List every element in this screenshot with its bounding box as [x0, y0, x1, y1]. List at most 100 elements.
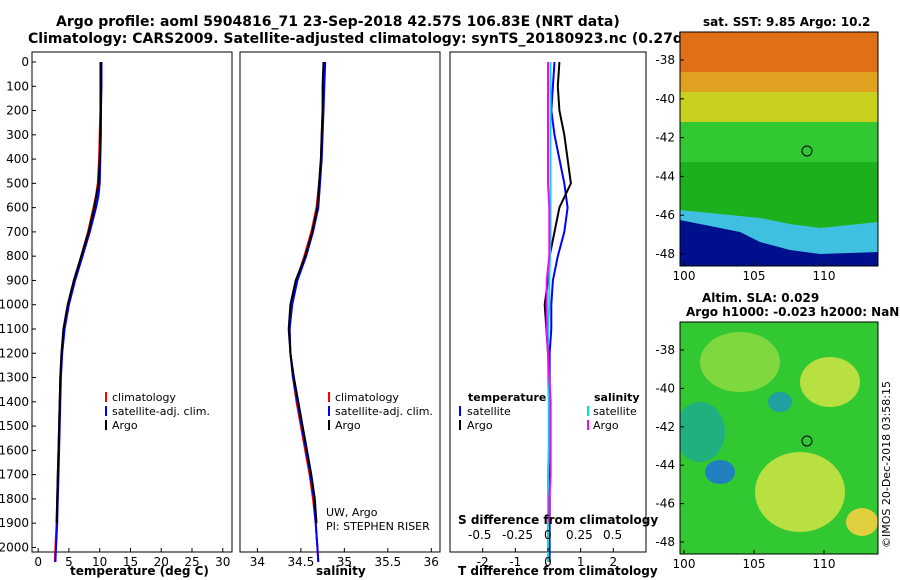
title-line-1: Argo profile: aoml 5904816_71 23-Sep-201… — [56, 14, 620, 30]
depth-tick-label: 1200 — [0, 346, 29, 360]
sst-map-image — [680, 32, 878, 266]
x-tick-label: 36 — [424, 555, 439, 569]
lon-tick-label: 105 — [743, 557, 766, 571]
salinity-panel: 34 34.5 35 35.5 36 salinity climatology sate… — [239, 51, 441, 578]
legend-label-s-satellite: satellite — [593, 405, 637, 418]
legend-salinity-title: salinity — [594, 391, 640, 404]
series-line-salinity-satellite — [547, 62, 552, 562]
sal-legend-swatch-argo — [328, 420, 330, 430]
x-tick-label: 30 — [215, 555, 230, 569]
salinity-x-axis: 34 34.5 35 35.5 36 — [250, 548, 439, 569]
s-tick-label: 0.5 — [603, 528, 622, 542]
temperature-x-axis: 0 5 10 15 20 25 30 — [34, 548, 230, 569]
x-tick-label: 0 — [34, 555, 42, 569]
series-line-salinity-argo — [545, 62, 552, 524]
lat-tick-label: -40 — [655, 92, 675, 106]
depth-tick-label: 400 — [6, 152, 29, 166]
sla-map-title-line-2: Argo h1000: -0.023 h2000: NaN — [686, 305, 899, 319]
s-difference-axis-title: S difference from climatology — [458, 513, 658, 527]
depth-tick-label: 300 — [6, 128, 29, 142]
x-tick-label: 5 — [65, 555, 73, 569]
series-line-argo — [287, 61, 325, 524]
x-tick-label: 0 — [544, 555, 552, 569]
depth-tick-label: 2000 — [0, 540, 29, 554]
lat-tick-label: -48 — [655, 535, 675, 549]
legend-temperature-title: temperature — [468, 391, 546, 404]
sla-map-title-line-1: Altim. SLA: 0.029 — [702, 291, 819, 305]
lon-tick-label: 100 — [673, 557, 696, 571]
legend-label-t-satellite: satellite — [467, 405, 511, 418]
depth-axis: 0 100 200 300 400 500 600 700 800 900 1000 1100 1200… — [0, 55, 36, 554]
temperature-legend: climatology satellite-adj. clim. Argo — [105, 391, 210, 432]
lat-tick-label: -42 — [655, 420, 675, 434]
x-tick-label: 35.5 — [374, 555, 401, 569]
sst-mid-band — [680, 122, 878, 162]
sst-lon-axis: 100 105 110 — [673, 262, 835, 283]
pi-note-line-2: PI: STEPHEN RISER — [326, 520, 430, 533]
series-line-argo — [55, 62, 102, 524]
s-tick-label: 0 — [544, 528, 552, 542]
argo-location-marker — [801, 145, 813, 157]
lon-tick-label: 100 — [673, 269, 696, 283]
lat-tick-label: -42 — [655, 131, 675, 145]
sla-anomaly — [700, 332, 780, 392]
depth-tick-label: 500 — [6, 176, 29, 190]
lat-tick-label: -46 — [655, 208, 675, 222]
x-tick-label: -2 — [477, 555, 489, 569]
depth-tick-label: 1800 — [0, 492, 29, 506]
sla-lat-axis: -38 -40 -42 -44 -46 -48 — [655, 343, 684, 549]
argo-location-marker — [801, 435, 813, 447]
depth-tick-label: 700 — [6, 225, 29, 239]
difference-x-axis: -2 -1 0 1 2 — [477, 548, 617, 569]
sla-anomaly — [768, 392, 792, 412]
lat-tick-label: -40 — [655, 381, 675, 395]
legend-swatch-argo — [105, 420, 107, 430]
x-tick-label: 10 — [92, 555, 107, 569]
x-tick-label: 20 — [154, 555, 169, 569]
depth-tick-label: 1100 — [0, 322, 29, 336]
depth-tick-label: 900 — [6, 273, 29, 287]
sla-anomaly — [680, 402, 725, 462]
sal-legend-swatch-satellite — [328, 406, 330, 416]
sla-anomaly — [705, 460, 735, 484]
x-tick-label: 35 — [337, 555, 352, 569]
legend-swatch-t-argo — [459, 420, 461, 430]
series-line-climatology — [53, 62, 102, 563]
sla-map: Altim. SLA: 0.029 Argo h1000: -0.023 h20… — [655, 291, 899, 571]
sla-anomaly — [755, 452, 845, 532]
legend-swatch-s-satellite — [587, 406, 589, 416]
sst-cold-band — [680, 220, 878, 266]
x-tick-label: -1 — [509, 555, 521, 569]
sst-map: sat. SST: 9.85 Argo: 10.2 -38 -40 -42 -44 -4… — [655, 15, 879, 283]
legend-label-satellite: satellite-adj. clim. — [112, 405, 210, 418]
x-tick-label: 2 — [610, 555, 618, 569]
salinity-legend: climatology satellite-adj. clim. Argo — [328, 391, 433, 432]
depth-tick-label: 600 — [6, 201, 29, 215]
lat-tick-label: -46 — [655, 497, 675, 511]
depth-tick-label: 1700 — [0, 468, 29, 482]
depth-tick-label: 1400 — [0, 395, 29, 409]
sla-lon-axis: 100 105 110 — [673, 550, 835, 571]
depth-tick-label: 1300 — [0, 371, 29, 385]
s-difference-ticks: -0.5 -0.25 0 0.25 0.5 — [468, 528, 622, 542]
depth-tick-label: 1500 — [0, 419, 29, 433]
series-line-satellite-adj-clim- — [54, 62, 103, 563]
difference-plot — [543, 61, 572, 562]
lat-tick-label: -48 — [655, 247, 675, 261]
sst-transition-band — [680, 92, 878, 122]
temperature-axes-frame — [31, 51, 233, 553]
temperature-plot — [53, 62, 103, 563]
lat-tick-label: -38 — [655, 53, 675, 67]
credit-label: ©IMOS 20-Dec-2018 03:58:15 — [880, 381, 893, 548]
salinity-xlabel: salinity — [316, 564, 366, 578]
sal-legend-label-satellite: satellite-adj. clim. — [335, 405, 433, 418]
pi-note-line-1: UW, Argo — [326, 506, 378, 519]
legend-label-s-argo: Argo — [593, 419, 619, 432]
legend-swatch-satellite — [105, 406, 107, 416]
sst-warmest-band — [680, 32, 878, 72]
legend-swatch-t-satellite — [459, 406, 461, 416]
legend-label-argo: Argo — [112, 419, 138, 432]
depth-tick-label: 1900 — [0, 516, 29, 530]
series-line-climatology — [288, 62, 325, 563]
